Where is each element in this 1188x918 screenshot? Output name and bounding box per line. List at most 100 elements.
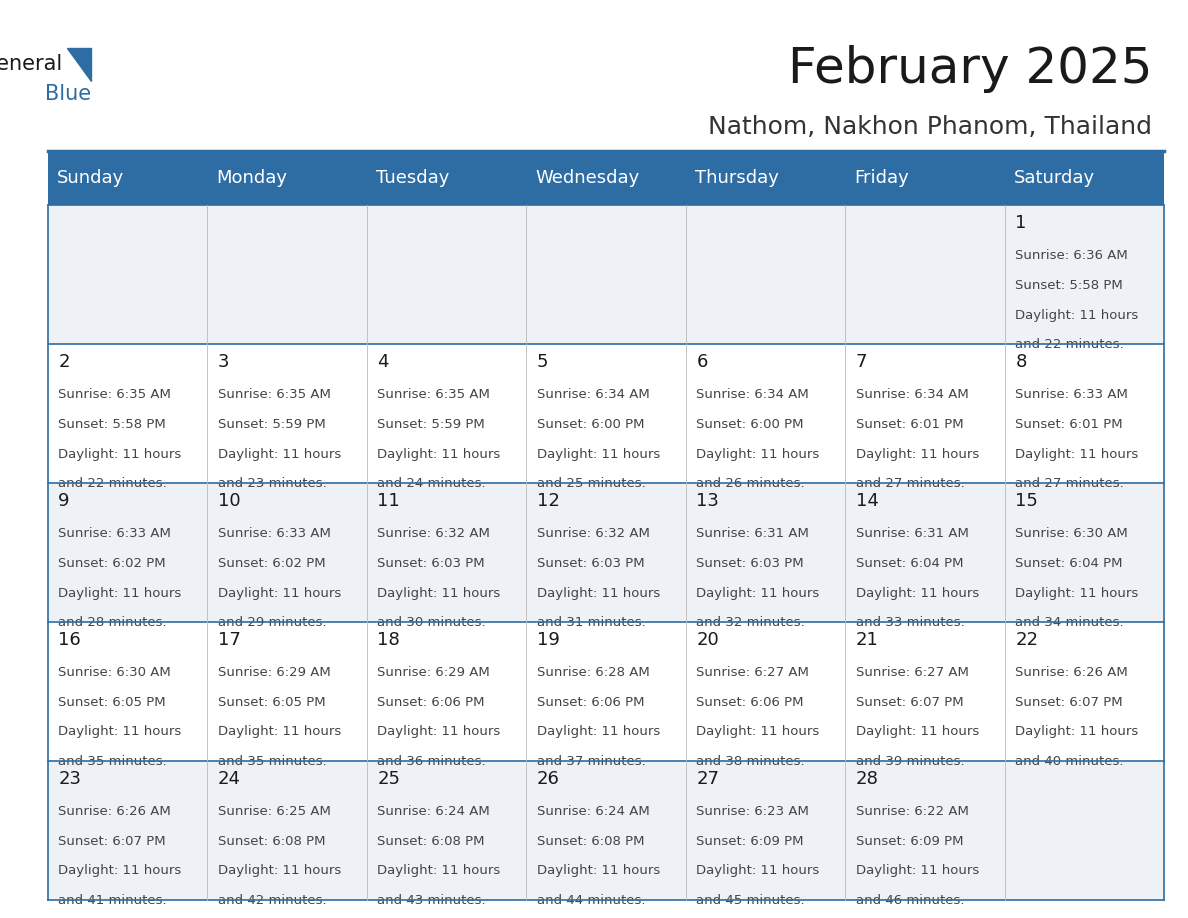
Text: and 22 minutes.: and 22 minutes. (58, 477, 168, 490)
Bar (48, 761, 1164, 900)
Text: Sunset: 6:03 PM: Sunset: 6:03 PM (378, 556, 485, 570)
Text: Sunset: 6:02 PM: Sunset: 6:02 PM (217, 556, 326, 570)
Text: 27: 27 (696, 770, 720, 788)
Text: and 45 minutes.: and 45 minutes. (696, 894, 805, 907)
Text: and 31 minutes.: and 31 minutes. (537, 616, 645, 630)
Text: and 23 minutes.: and 23 minutes. (217, 477, 327, 490)
Text: Sunset: 6:08 PM: Sunset: 6:08 PM (378, 834, 485, 847)
Text: and 42 minutes.: and 42 minutes. (217, 894, 327, 907)
Text: and 34 minutes.: and 34 minutes. (1016, 616, 1124, 630)
Text: 15: 15 (1016, 492, 1038, 509)
Text: and 39 minutes.: and 39 minutes. (855, 756, 965, 768)
Text: Daylight: 11 hours: Daylight: 11 hours (58, 725, 182, 738)
Text: 20: 20 (696, 631, 719, 649)
Text: Sunset: 6:01 PM: Sunset: 6:01 PM (1016, 418, 1123, 431)
Text: Sunrise: 6:28 AM: Sunrise: 6:28 AM (537, 666, 650, 678)
Text: 23: 23 (58, 770, 81, 788)
Text: Sunday: Sunday (57, 169, 125, 187)
Text: Sunset: 5:59 PM: Sunset: 5:59 PM (217, 418, 326, 431)
Text: Daylight: 11 hours: Daylight: 11 hours (378, 587, 500, 599)
Text: and 37 minutes.: and 37 minutes. (537, 756, 645, 768)
Text: Sunset: 5:58 PM: Sunset: 5:58 PM (58, 418, 166, 431)
Bar (48, 343, 1164, 483)
Text: General: General (0, 54, 63, 74)
Text: Sunset: 6:06 PM: Sunset: 6:06 PM (378, 696, 485, 709)
Text: 28: 28 (855, 770, 879, 788)
Text: and 43 minutes.: and 43 minutes. (378, 894, 486, 907)
Text: Sunrise: 6:31 AM: Sunrise: 6:31 AM (855, 527, 968, 540)
Text: 9: 9 (58, 492, 70, 509)
Text: Sunset: 6:03 PM: Sunset: 6:03 PM (696, 556, 804, 570)
Text: Sunrise: 6:32 AM: Sunrise: 6:32 AM (537, 527, 650, 540)
Text: and 28 minutes.: and 28 minutes. (58, 616, 166, 630)
Text: and 41 minutes.: and 41 minutes. (58, 894, 166, 907)
Text: Sunrise: 6:29 AM: Sunrise: 6:29 AM (217, 666, 330, 678)
Text: Sunrise: 6:30 AM: Sunrise: 6:30 AM (58, 666, 171, 678)
Text: Sunrise: 6:35 AM: Sunrise: 6:35 AM (58, 387, 171, 401)
Text: Daylight: 11 hours: Daylight: 11 hours (58, 865, 182, 878)
Text: Sunrise: 6:27 AM: Sunrise: 6:27 AM (696, 666, 809, 678)
Text: Sunrise: 6:36 AM: Sunrise: 6:36 AM (1016, 249, 1129, 262)
Text: and 44 minutes.: and 44 minutes. (537, 894, 645, 907)
Text: and 25 minutes.: and 25 minutes. (537, 477, 645, 490)
Text: and 27 minutes.: and 27 minutes. (1016, 477, 1124, 490)
Text: and 22 minutes.: and 22 minutes. (1016, 339, 1124, 352)
Text: Sunrise: 6:33 AM: Sunrise: 6:33 AM (1016, 387, 1129, 401)
Text: 18: 18 (378, 631, 400, 649)
Bar (48, 151, 1164, 205)
Text: Sunrise: 6:29 AM: Sunrise: 6:29 AM (378, 666, 489, 678)
Text: Daylight: 11 hours: Daylight: 11 hours (537, 587, 661, 599)
Text: Sunrise: 6:34 AM: Sunrise: 6:34 AM (537, 387, 650, 401)
Text: and 36 minutes.: and 36 minutes. (378, 756, 486, 768)
Text: 1: 1 (1016, 214, 1026, 232)
Text: 5: 5 (537, 353, 549, 371)
Text: Daylight: 11 hours: Daylight: 11 hours (855, 587, 979, 599)
Text: Daylight: 11 hours: Daylight: 11 hours (855, 725, 979, 738)
Text: 25: 25 (378, 770, 400, 788)
Polygon shape (67, 48, 91, 81)
Text: 16: 16 (58, 631, 81, 649)
Text: Daylight: 11 hours: Daylight: 11 hours (1016, 587, 1138, 599)
Text: Daylight: 11 hours: Daylight: 11 hours (217, 448, 341, 461)
Text: 17: 17 (217, 631, 241, 649)
Text: Sunset: 6:01 PM: Sunset: 6:01 PM (855, 418, 963, 431)
Text: 6: 6 (696, 353, 708, 371)
Text: Sunset: 6:04 PM: Sunset: 6:04 PM (855, 556, 963, 570)
Text: and 35 minutes.: and 35 minutes. (58, 756, 168, 768)
Text: Monday: Monday (216, 169, 287, 187)
Text: Daylight: 11 hours: Daylight: 11 hours (217, 587, 341, 599)
Text: Sunrise: 6:33 AM: Sunrise: 6:33 AM (58, 527, 171, 540)
Text: Daylight: 11 hours: Daylight: 11 hours (696, 448, 820, 461)
Text: Wednesday: Wednesday (536, 169, 640, 187)
Text: Daylight: 11 hours: Daylight: 11 hours (58, 587, 182, 599)
Text: Daylight: 11 hours: Daylight: 11 hours (217, 725, 341, 738)
Text: Sunrise: 6:34 AM: Sunrise: 6:34 AM (855, 387, 968, 401)
Text: and 46 minutes.: and 46 minutes. (855, 894, 965, 907)
Text: Sunrise: 6:24 AM: Sunrise: 6:24 AM (378, 805, 489, 818)
Text: February 2025: February 2025 (788, 45, 1152, 93)
Text: 19: 19 (537, 631, 560, 649)
Text: Sunset: 6:05 PM: Sunset: 6:05 PM (58, 696, 166, 709)
Text: and 38 minutes.: and 38 minutes. (696, 756, 805, 768)
Text: Sunset: 6:06 PM: Sunset: 6:06 PM (537, 696, 644, 709)
Bar (48, 621, 1164, 761)
Text: Daylight: 11 hours: Daylight: 11 hours (378, 865, 500, 878)
Text: Thursday: Thursday (695, 169, 779, 187)
Text: Sunset: 6:09 PM: Sunset: 6:09 PM (855, 834, 963, 847)
Text: Daylight: 11 hours: Daylight: 11 hours (696, 865, 820, 878)
Text: Daylight: 11 hours: Daylight: 11 hours (696, 725, 820, 738)
Text: Sunrise: 6:35 AM: Sunrise: 6:35 AM (217, 387, 330, 401)
Bar (48, 483, 1164, 621)
Text: Sunset: 6:07 PM: Sunset: 6:07 PM (1016, 696, 1123, 709)
Text: Sunset: 6:09 PM: Sunset: 6:09 PM (696, 834, 804, 847)
Text: Sunrise: 6:26 AM: Sunrise: 6:26 AM (58, 805, 171, 818)
Text: Sunset: 5:59 PM: Sunset: 5:59 PM (378, 418, 485, 431)
Text: Sunrise: 6:33 AM: Sunrise: 6:33 AM (217, 527, 330, 540)
Text: 22: 22 (1016, 631, 1038, 649)
Text: 8: 8 (1016, 353, 1026, 371)
Text: Friday: Friday (854, 169, 910, 187)
Text: Sunrise: 6:23 AM: Sunrise: 6:23 AM (696, 805, 809, 818)
Text: Sunrise: 6:34 AM: Sunrise: 6:34 AM (696, 387, 809, 401)
Text: Tuesday: Tuesday (377, 169, 449, 187)
Text: and 32 minutes.: and 32 minutes. (696, 616, 805, 630)
